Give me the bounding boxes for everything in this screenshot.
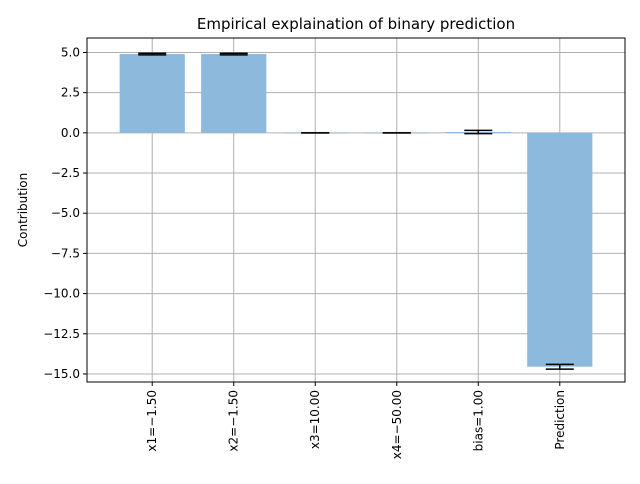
bar bbox=[201, 54, 267, 133]
y-tick-label: 5.0 bbox=[61, 45, 80, 59]
y-tick-label: −10.0 bbox=[43, 287, 80, 301]
y-axis-ticks: 5.0 2.5 0.0 −2.5 −5.0 −7.5 −10.0 −12.5 −15.0 bbox=[43, 45, 87, 381]
bar bbox=[527, 132, 593, 367]
y-tick-label: −5.0 bbox=[51, 206, 80, 220]
y-tick-label: 2.5 bbox=[61, 86, 80, 100]
chart-title: Empirical explaination of binary predict… bbox=[197, 15, 515, 33]
y-tick-label: −7.5 bbox=[51, 246, 80, 260]
bar bbox=[119, 54, 185, 133]
y-tick-label: −15.0 bbox=[43, 367, 80, 381]
x-tick-label: x4=−50.00 bbox=[390, 390, 404, 459]
plot-frame bbox=[86, 37, 626, 383]
x-axis-ticks: x1=−1.50 x2=−1.50 x3=10.00 x4=−50.00 bias=1.… bbox=[145, 382, 567, 459]
x-tick-label: x2=−1.50 bbox=[227, 390, 241, 452]
x-tick-label: bias=1.00 bbox=[471, 390, 485, 451]
y-tick-label: −2.5 bbox=[51, 166, 80, 180]
error-bars bbox=[138, 52, 574, 370]
y-tick-label: 0.0 bbox=[61, 126, 80, 140]
x-tick-label: x1=−1.50 bbox=[145, 390, 159, 452]
y-axis-label: Contribution bbox=[16, 173, 30, 248]
x-tick-label: Prediction bbox=[553, 390, 567, 450]
x-tick-label: x3=10.00 bbox=[308, 390, 322, 449]
y-tick-label: −12.5 bbox=[43, 327, 80, 341]
bars bbox=[119, 54, 593, 367]
